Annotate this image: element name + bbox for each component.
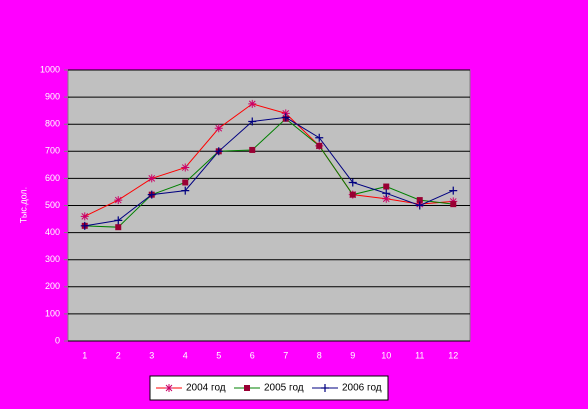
marker xyxy=(244,385,250,391)
marker xyxy=(382,194,391,203)
series-line xyxy=(84,103,454,217)
y-tick-label: 600 xyxy=(45,173,60,183)
marker xyxy=(181,186,190,195)
x-tick-label: 3 xyxy=(149,350,154,360)
x-tick-label: 10 xyxy=(381,350,391,360)
x-tick-label: 7 xyxy=(283,350,288,360)
marker xyxy=(416,197,423,204)
series-line xyxy=(84,116,454,227)
marker xyxy=(316,142,323,149)
marker xyxy=(382,189,391,198)
marker xyxy=(415,201,424,210)
y-tick-label: 200 xyxy=(45,281,60,291)
x-tick-label: 5 xyxy=(216,350,221,360)
marker xyxy=(315,133,324,142)
marker xyxy=(281,113,290,122)
marker xyxy=(214,124,223,133)
y-tick-label: 400 xyxy=(45,227,60,237)
marker xyxy=(321,384,329,392)
marker xyxy=(249,146,256,153)
marker xyxy=(114,196,123,205)
marker xyxy=(281,109,290,118)
marker xyxy=(349,191,356,198)
y-tick-label: 700 xyxy=(45,146,60,156)
x-tick-label: 4 xyxy=(183,350,188,360)
marker xyxy=(214,147,223,156)
y-tick-label: 1000 xyxy=(40,64,60,74)
marker xyxy=(80,221,89,230)
marker xyxy=(115,224,122,231)
y-tick-label: 300 xyxy=(45,254,60,264)
y-tick-label: 100 xyxy=(45,308,60,318)
x-tick-label: 9 xyxy=(350,350,355,360)
marker xyxy=(248,117,257,126)
x-tick-label: 2 xyxy=(116,350,121,360)
legend-label: 2004 год xyxy=(186,383,226,394)
series-line xyxy=(84,118,454,228)
marker xyxy=(449,186,458,195)
y-axis-label: Тыс.дол. xyxy=(18,187,28,223)
y-tick-label: 900 xyxy=(45,91,60,101)
marker xyxy=(348,178,357,187)
marker xyxy=(147,190,156,199)
marker xyxy=(182,179,189,186)
y-tick-label: 800 xyxy=(45,119,60,129)
marker xyxy=(450,201,457,208)
x-tick-label: 6 xyxy=(250,350,255,360)
legend-label: 2006 год xyxy=(342,383,382,394)
x-tick-label: 1 xyxy=(82,350,87,360)
legend-box xyxy=(149,375,389,401)
legend-label: 2005 год xyxy=(264,383,304,394)
marker xyxy=(248,99,257,108)
marker xyxy=(80,212,89,221)
marker xyxy=(165,384,173,392)
x-tick-label: 11 xyxy=(415,350,424,360)
marker xyxy=(147,174,156,183)
y-tick-label: 500 xyxy=(45,200,60,210)
marker xyxy=(383,183,390,190)
x-tick-label: 8 xyxy=(317,350,322,360)
legend: 2004 год 2005 год 2006 год xyxy=(149,375,389,401)
marker xyxy=(181,163,190,172)
marker xyxy=(114,216,123,225)
y-tick-label: 0 xyxy=(55,335,60,345)
x-tick-label: 12 xyxy=(448,350,458,360)
